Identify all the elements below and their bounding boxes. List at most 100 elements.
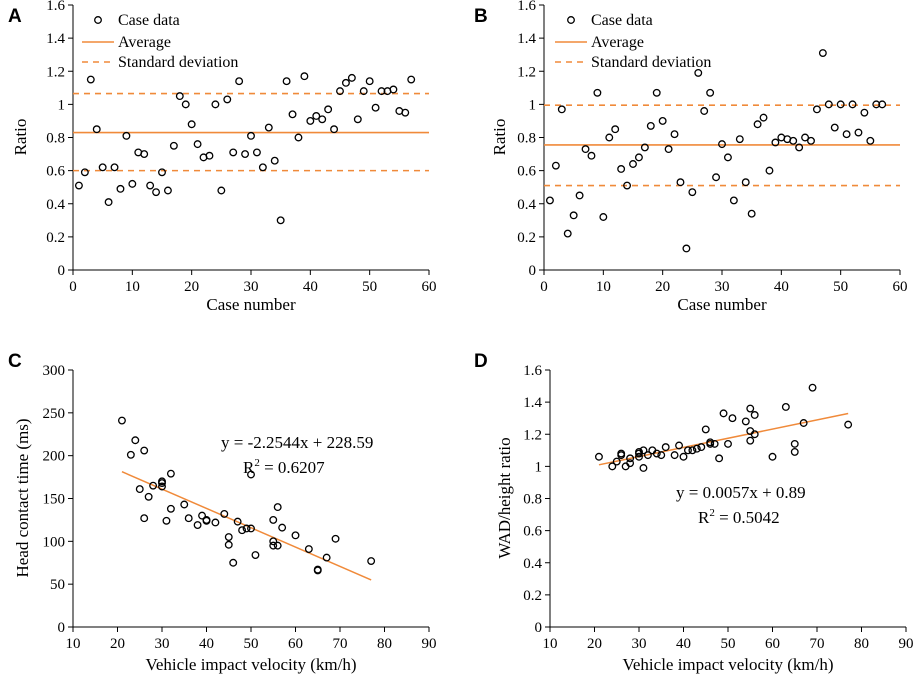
x-tick-label: 80	[854, 636, 869, 652]
data-point	[789, 136, 798, 145]
x-tick-label: 40	[774, 279, 789, 295]
y-tick-label: 0.8	[517, 131, 536, 147]
data-point	[117, 416, 126, 425]
data-point	[640, 143, 649, 152]
x-tick-label: 60	[288, 636, 303, 652]
data-point	[247, 524, 255, 533]
x-axis-title: Vehicle impact velocity (km/h)	[145, 655, 356, 674]
data-point	[626, 454, 635, 463]
y-tick-label: 0.2	[517, 230, 536, 246]
data-point	[635, 452, 643, 461]
data-point	[224, 533, 233, 541]
data-point	[741, 178, 750, 187]
data-point	[575, 191, 584, 200]
data-point	[162, 516, 171, 525]
r-squared: R2 = 0.6207	[243, 457, 325, 477]
data-point	[288, 110, 297, 119]
data-point	[158, 479, 166, 488]
data-point	[569, 211, 578, 220]
data-point	[750, 411, 759, 419]
data-point	[247, 131, 255, 140]
data-point	[801, 133, 810, 142]
data-point	[735, 135, 744, 144]
data-point	[679, 452, 688, 461]
data-point	[294, 133, 303, 142]
data-point	[795, 143, 804, 152]
data-point	[304, 545, 313, 553]
data-point	[313, 565, 322, 574]
x-tick-label: 30	[155, 636, 170, 652]
x-tick-label: 30	[715, 279, 730, 295]
x-tick-label: 30	[244, 279, 259, 295]
x-axis-title: Case number	[677, 295, 767, 314]
data-point	[712, 173, 721, 182]
y-tick-label: 1.4	[46, 31, 65, 47]
data-point	[675, 441, 683, 450]
y-tick-label: 1	[535, 459, 543, 475]
data-point	[166, 469, 175, 478]
r-squared-superscript: 2	[709, 507, 715, 519]
y-axis-title: WAD/height ratio	[495, 437, 514, 558]
y-tick-label: 1.2	[46, 64, 65, 80]
data-point	[652, 88, 661, 97]
data-point	[241, 150, 250, 159]
y-tick-label: 1	[529, 97, 537, 113]
x-tick-label: 70	[333, 636, 348, 652]
data-point	[719, 409, 728, 418]
y-tick-label: 1	[58, 97, 66, 113]
data-point	[273, 541, 282, 550]
data-point	[715, 454, 724, 463]
data-point	[98, 163, 107, 172]
data-point	[175, 92, 184, 101]
data-point	[282, 77, 291, 86]
data-point	[264, 123, 273, 132]
y-tick-label: 1.6	[46, 0, 65, 14]
data-point	[122, 131, 131, 140]
y-tick-label: 0.4	[46, 197, 65, 213]
data-point	[830, 123, 839, 132]
panel-a: A 0 0.2 0.4 0.6 0.8 1 1.2 1.4 1.6 0 10 20 30 40 50 60 Cas…	[8, 0, 437, 314]
data-point	[318, 115, 327, 124]
data-point	[371, 103, 380, 112]
data-point	[818, 49, 827, 57]
x-tick-label: 60	[422, 279, 437, 295]
data-point	[140, 150, 149, 159]
data-point	[676, 178, 685, 187]
data-point	[331, 534, 340, 543]
data-point	[158, 482, 166, 491]
data-point	[193, 521, 202, 530]
y-tick-label: 1.4	[523, 395, 542, 411]
data-point	[306, 116, 315, 125]
data-point	[211, 100, 220, 109]
y-tick-label: 0.8	[46, 131, 65, 147]
legend: Case data Average Standard deviation	[82, 12, 238, 71]
x-tick-label: 50	[721, 636, 736, 652]
x-tick-label: 30	[632, 636, 647, 652]
x-tick-label: 60	[765, 636, 780, 652]
data-point	[824, 100, 833, 109]
data-point	[670, 130, 679, 139]
data-point	[599, 213, 608, 221]
data-point	[300, 72, 309, 81]
data-point	[291, 531, 300, 540]
data-point	[270, 156, 279, 165]
y-axis-title: Ratio	[11, 119, 30, 156]
data-point	[611, 125, 620, 134]
x-tick-label: 0	[540, 279, 548, 295]
x-tick-label: 0	[69, 279, 77, 295]
r-squared-label: R	[243, 458, 255, 477]
data-point	[639, 464, 648, 472]
data-point	[551, 161, 560, 170]
legend-label: Case data	[591, 12, 653, 29]
data-point	[639, 446, 648, 455]
data-point	[276, 216, 285, 225]
x-tick-label: 20	[110, 636, 125, 652]
x-tick-label: 40	[303, 279, 318, 295]
legend-marker-case-data	[567, 16, 575, 24]
y-tick-label: 1.6	[523, 363, 542, 379]
legend: Case data Average Standard deviation	[555, 12, 711, 71]
trend-equation: y = 0.0057x + 0.89	[676, 483, 806, 502]
data-point	[324, 105, 333, 114]
x-tick-label: 10	[66, 636, 81, 652]
